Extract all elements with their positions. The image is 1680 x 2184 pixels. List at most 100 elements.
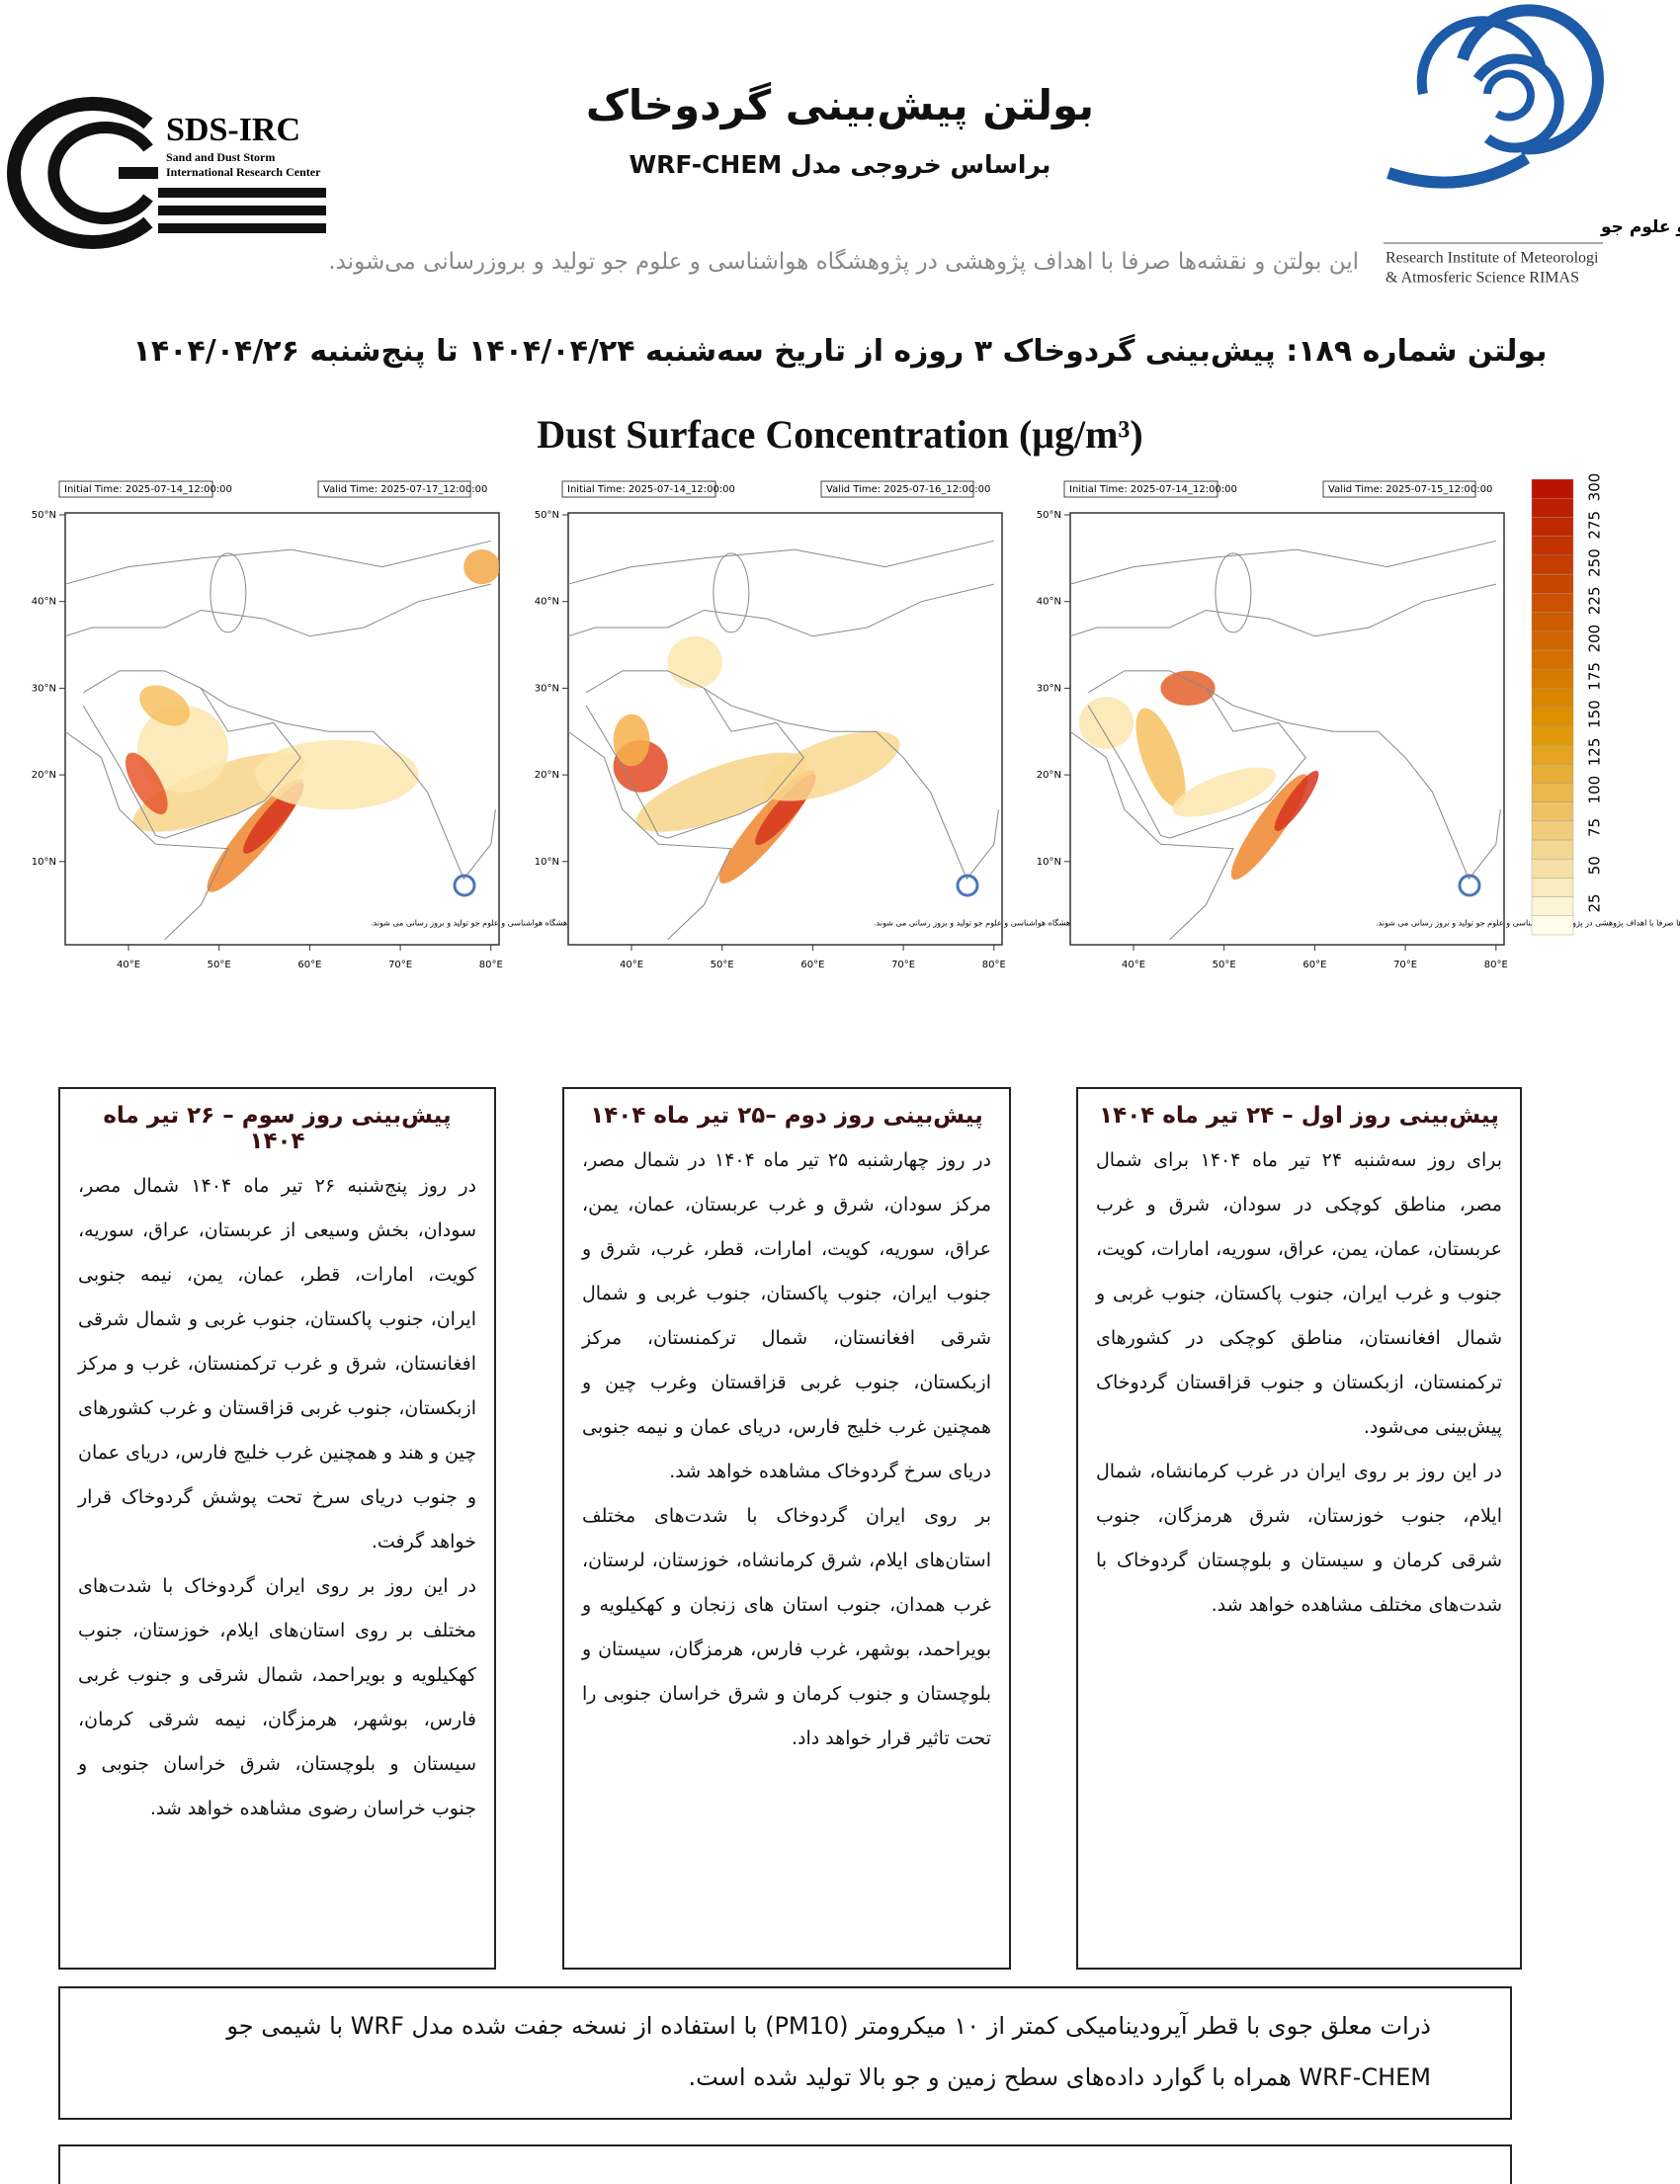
- lat-label: 30°N: [535, 683, 559, 694]
- colorbar-label: 225: [1586, 586, 1604, 615]
- map-logo: [956, 874, 979, 897]
- coast: [568, 540, 994, 585]
- colorbar-band: [1531, 612, 1574, 631]
- coast: [65, 583, 491, 637]
- colorbar-label: 250: [1586, 548, 1604, 577]
- coast: [1206, 687, 1501, 881]
- logo-line: International Research Center: [166, 165, 321, 179]
- colorbar-band: [1531, 536, 1574, 556]
- lat-label: 50°N: [1037, 510, 1061, 521]
- colorbar-label: 175: [1586, 662, 1604, 691]
- colorbar-band: [1531, 668, 1574, 689]
- lat-label: 40°N: [1037, 597, 1061, 608]
- colorbar-label: 150: [1586, 700, 1604, 728]
- forecast-text: بر روی ایران گردوخاک با شدت‌های مختلف اس…: [582, 1505, 991, 1749]
- map-logo: [453, 874, 476, 897]
- lat-label: 40°N: [535, 597, 559, 608]
- colorbar-label: 25: [1586, 893, 1604, 912]
- initial-time: Initial Time: 2025-07-14_12:00:00: [1069, 484, 1237, 495]
- colorbar-band: [1531, 573, 1574, 594]
- coast: [704, 687, 999, 881]
- dust: [126, 752, 168, 815]
- coast: [1070, 540, 1496, 585]
- forecast-box: پیش‌بینی روز دوم –۲۵ تیر ماه ۱۴۰۴ در روز …: [562, 1087, 1011, 1970]
- title: بولتن پیش‌بینی گردوخاک: [585, 81, 1095, 129]
- map-content: [568, 540, 999, 941]
- lon-label: 70°E: [388, 960, 412, 970]
- coast: [568, 730, 732, 941]
- rimas-logo: [1386, 4, 1604, 189]
- dust: [139, 685, 191, 726]
- sds-blocks: [158, 188, 326, 233]
- heading: Dust Surface Concentration: [537, 412, 1009, 457]
- lat-label: 10°N: [1037, 857, 1061, 868]
- lat-label: 20°N: [535, 770, 559, 781]
- bulletin-title: بولتن شماره ۱۸۹: پیش‌بینی گردوخاک ۳ روزه…: [132, 334, 1548, 369]
- time-box: [317, 480, 471, 498]
- coast: [65, 730, 229, 941]
- lat-label: 10°N: [32, 857, 56, 868]
- coast: [1070, 583, 1496, 637]
- watermark: این نقشه ها صرفا با اهداف پژوهشی در پژوه…: [874, 918, 1214, 928]
- map-panel: این نقشه ها صرفا با اهداف پژوهشی در پژوه…: [535, 480, 1214, 970]
- lat-label: 40°N: [32, 597, 56, 608]
- colorbar-band: [1531, 896, 1574, 916]
- time-box: [820, 480, 974, 498]
- logo-line: Sand and Dust Storm: [166, 150, 275, 164]
- disclaimer: این بولتن و نقشه‌ها صرفا با اهداف پژوهشی…: [328, 249, 1359, 275]
- lon-label: 80°E: [479, 960, 503, 970]
- colorbar-band: [1531, 649, 1574, 670]
- coast: [201, 687, 496, 881]
- forecast-box: پیش‌بینی روز سوم – ۲۶ تیر ماه ۱۴۰۴ در روز…: [58, 1087, 496, 1970]
- initial-time: Initial Time: 2025-07-14_12:00:00: [64, 484, 232, 495]
- colorbar-label: 50: [1586, 856, 1604, 875]
- lon-label: 60°E: [800, 960, 824, 970]
- coast: [82, 670, 301, 839]
- dust: [613, 714, 650, 767]
- dust: [1160, 670, 1216, 706]
- lon-label: 80°E: [982, 960, 1006, 970]
- logos: SDS-IRC Sand and Dust Storm Internationa…: [7, 4, 1680, 287]
- dust: [137, 705, 229, 793]
- lat-label: 10°N: [535, 857, 559, 868]
- lat-label: 50°N: [32, 510, 56, 521]
- forecast-text: در روز پنج‌شنبه ۲۶ تیر ماه ۱۴۰۴ شمال مصر…: [78, 1175, 476, 1553]
- colorbar-label: 75: [1586, 818, 1604, 837]
- time-box: [1322, 480, 1476, 498]
- rimas-name: پژوهشگاه هواشناسی و علوم جو: [1600, 216, 1680, 237]
- unit: (μg/m³): [1018, 412, 1143, 457]
- forecast-title: پیش‌بینی روز دوم –۲۵ تیر ماه ۱۴۰۴: [590, 1103, 983, 1129]
- valid-time: Valid Time: 2025-07-16_12:00:00: [826, 484, 990, 495]
- rimas-en: Research Institute of Meteorologi: [1386, 250, 1599, 267]
- time-box: [58, 480, 213, 498]
- lat-label: 50°N: [535, 510, 559, 521]
- lon-label: 70°E: [891, 960, 915, 970]
- lat-label: 30°N: [32, 683, 56, 694]
- colorbar-band: [1531, 707, 1574, 726]
- watermark: این نقشه ها صرفا با اهداف پژوهشی در پژوه…: [371, 918, 711, 928]
- time-box: [1063, 480, 1218, 498]
- map-frame: [64, 512, 500, 946]
- dust: [635, 752, 808, 832]
- maps-heading: Dust Surface Concentration (μg/m³): [395, 411, 1285, 458]
- colorbar-band: [1531, 593, 1574, 613]
- colorbar-band: [1531, 517, 1574, 537]
- dust: [761, 730, 900, 801]
- lon-label: 40°E: [620, 960, 643, 970]
- colorbar-band: [1531, 820, 1574, 841]
- lon-label: 60°E: [1302, 960, 1326, 970]
- dust: [1135, 708, 1186, 807]
- colorbar-band: [1531, 858, 1574, 879]
- forecast-text: برای روز سه‌شنبه ۲۴ تیر ماه ۱۴۰۴ برای شم…: [1096, 1149, 1503, 1438]
- caspian: [210, 552, 247, 633]
- coast: [1070, 730, 1234, 941]
- lon-label: 60°E: [297, 960, 321, 970]
- lat-label: 20°N: [1037, 770, 1061, 781]
- colorbar-label: 125: [1586, 738, 1604, 767]
- colorbar-band: [1531, 915, 1574, 936]
- colorbar-label: 100: [1586, 776, 1604, 804]
- colorbar-band: [1531, 783, 1574, 802]
- logo-name: SDS-IRC: [166, 112, 300, 148]
- forecast-title: پیش‌بینی روز سوم – ۲۶ تیر ماه ۱۴۰۴: [103, 1103, 452, 1154]
